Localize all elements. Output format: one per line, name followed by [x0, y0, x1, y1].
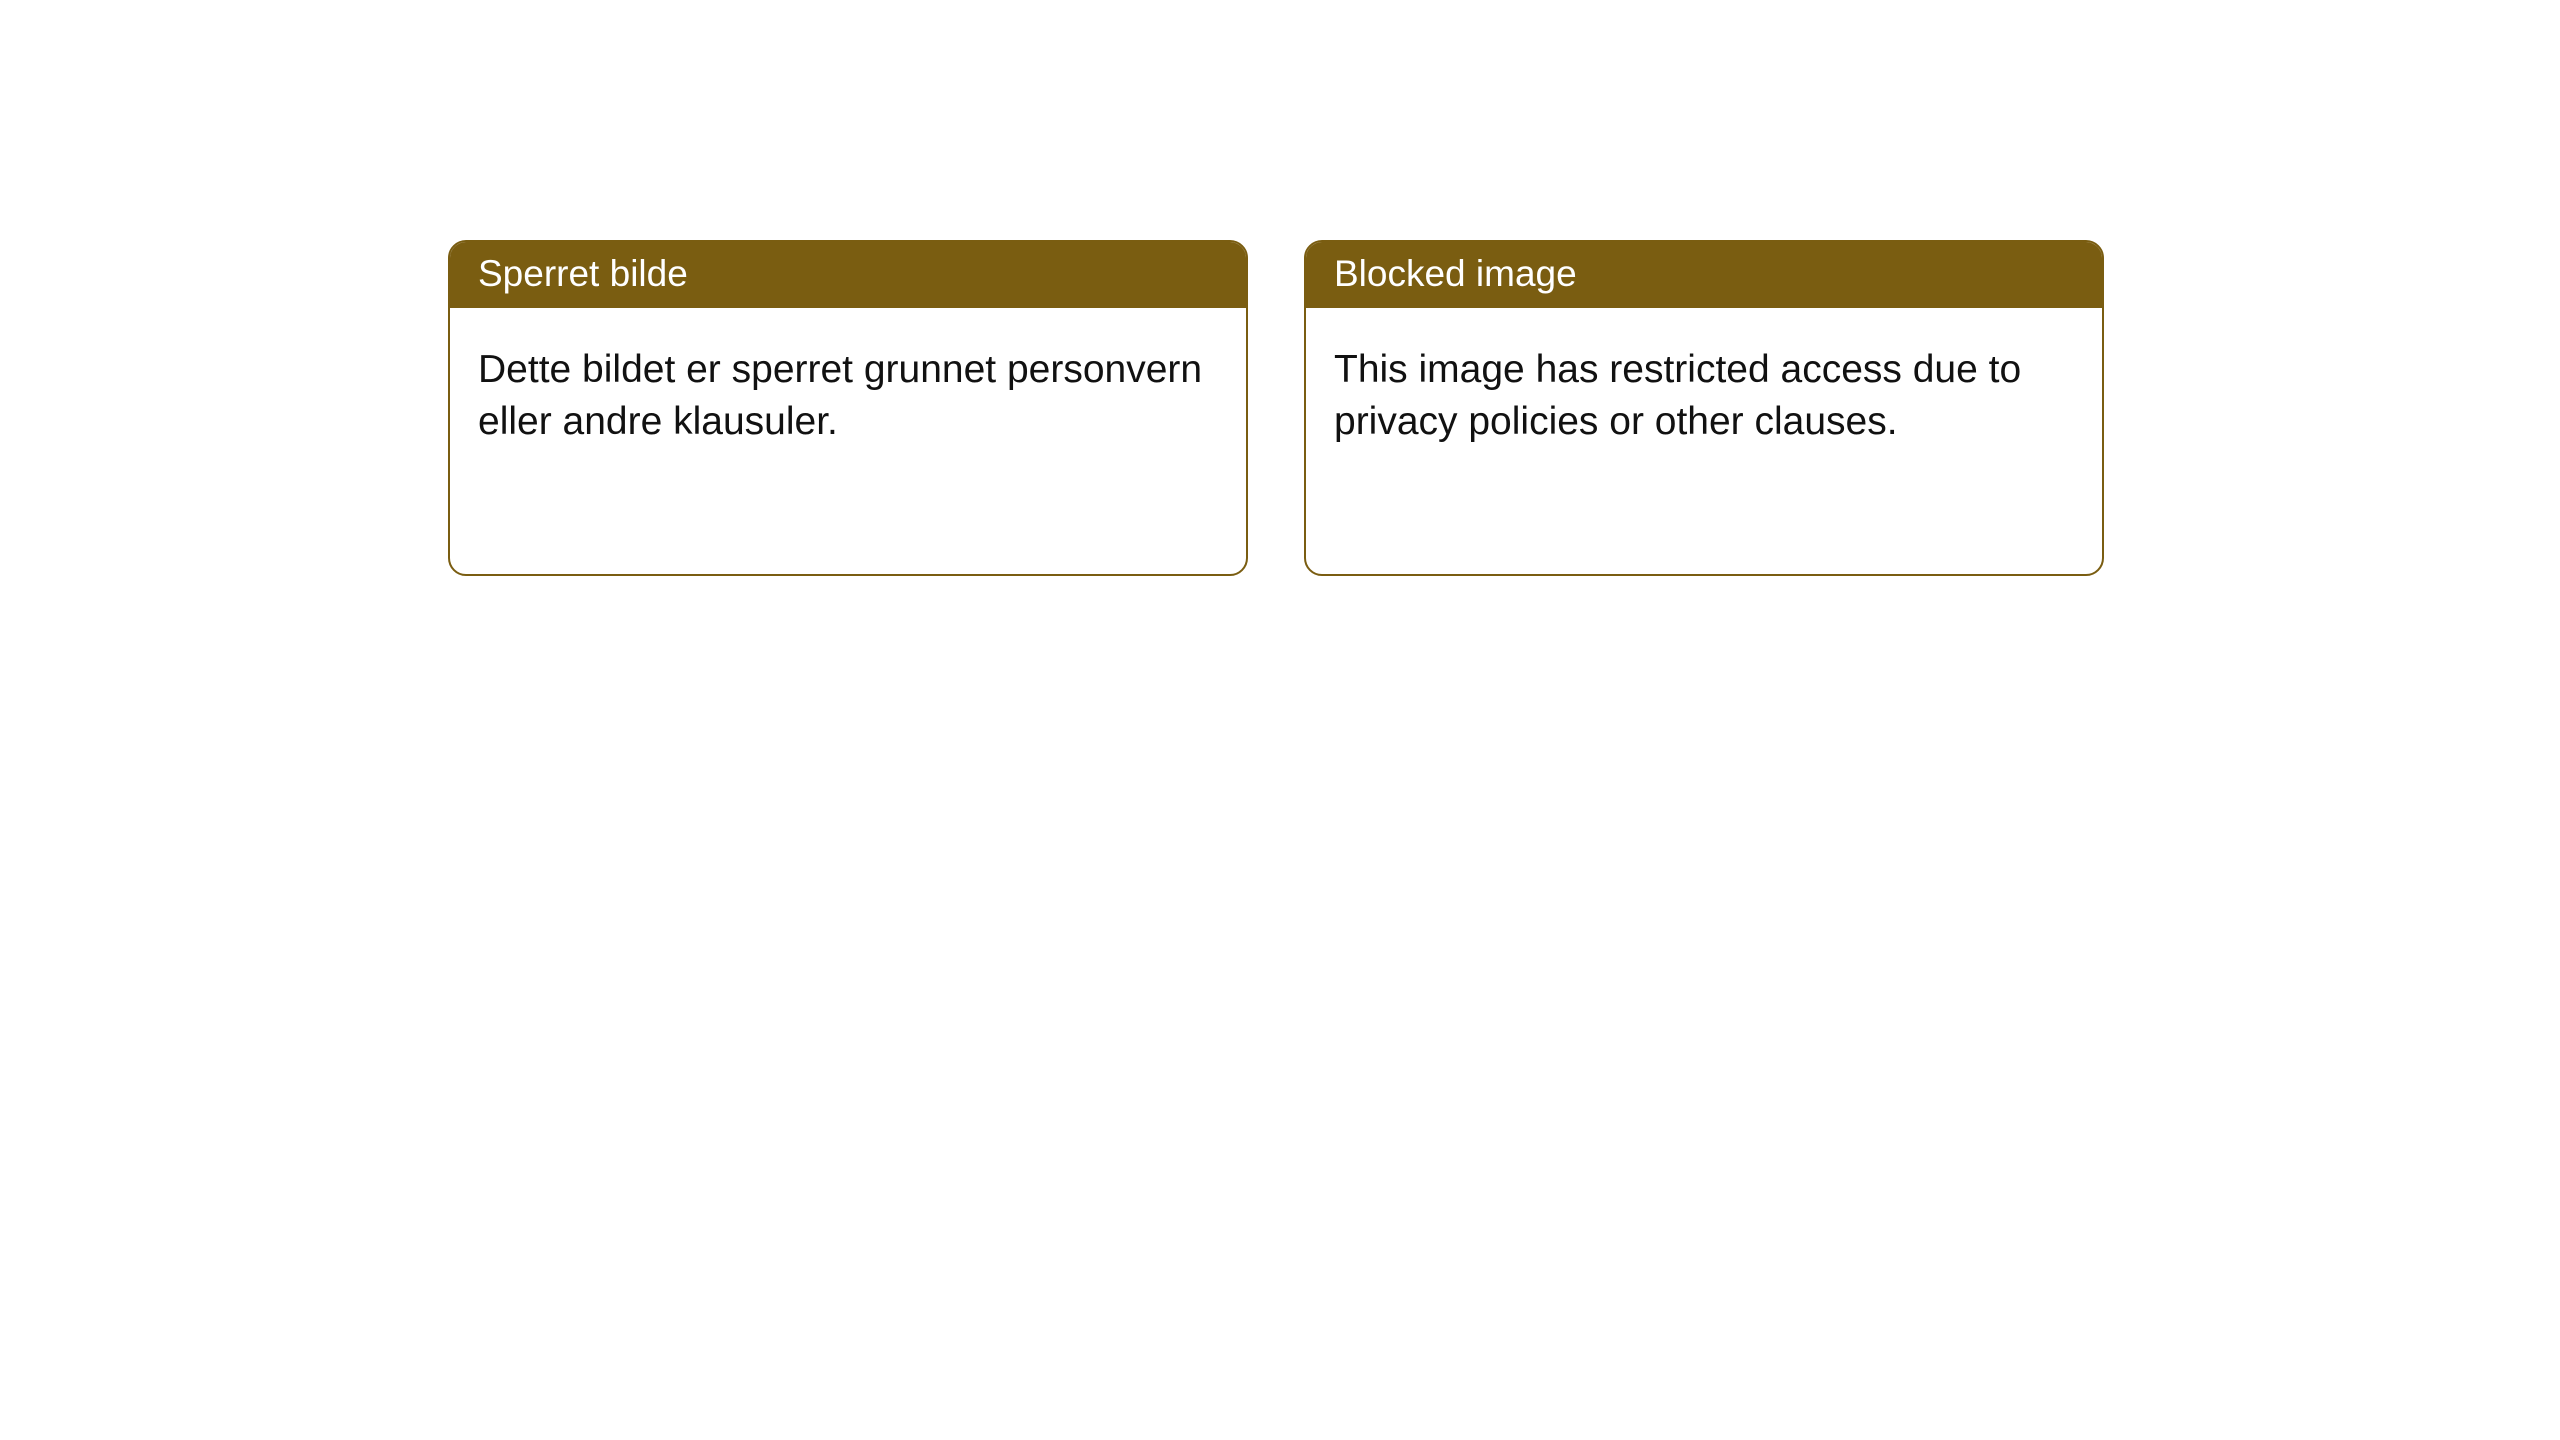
card-title: Sperret bilde [478, 253, 688, 294]
card-body: Dette bildet er sperret grunnet personve… [450, 308, 1246, 475]
card-body-text: Dette bildet er sperret grunnet personve… [478, 348, 1202, 442]
card-header: Blocked image [1306, 242, 2102, 308]
card-body-text: This image has restricted access due to … [1334, 348, 2021, 442]
blocked-image-card-no: Sperret bilde Dette bildet er sperret gr… [448, 240, 1248, 576]
card-title: Blocked image [1334, 253, 1577, 294]
notice-container: Sperret bilde Dette bildet er sperret gr… [0, 0, 2560, 576]
blocked-image-card-en: Blocked image This image has restricted … [1304, 240, 2104, 576]
card-header: Sperret bilde [450, 242, 1246, 308]
card-body: This image has restricted access due to … [1306, 308, 2102, 475]
